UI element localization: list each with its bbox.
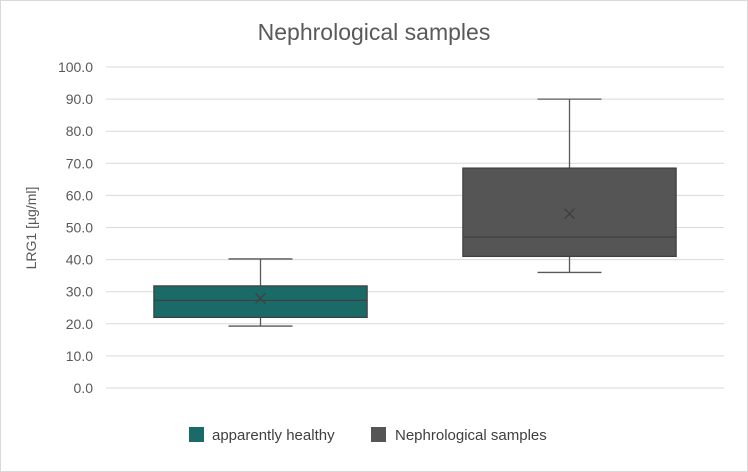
iqr-box [462, 167, 677, 258]
legend-swatch [189, 427, 204, 442]
y-tick-label: 40.0 [66, 252, 93, 268]
y-tick-label: 50.0 [66, 220, 93, 236]
y-tick-label: 60.0 [66, 187, 93, 203]
boxes [153, 98, 677, 327]
y-tick-label: 90.0 [66, 91, 93, 107]
y-tick-label: 100.0 [58, 59, 93, 75]
y-tick-label: 80.0 [66, 123, 93, 139]
iqr-box [153, 285, 368, 319]
box-nephrological-samples [462, 98, 677, 274]
mean-marker [564, 208, 575, 220]
y-axis-label: LRG1 [µg/ml] [23, 187, 39, 270]
legend-label: Nephrological samples [395, 427, 547, 444]
y-tick-label: 20.0 [66, 316, 93, 332]
y-tick-label: 30.0 [66, 284, 93, 300]
chart-title: Nephrological samples [258, 19, 491, 45]
y-tick-label: 0.0 [74, 380, 94, 396]
gridlines [106, 66, 724, 389]
y-tick-label: 70.0 [66, 155, 93, 171]
legend-swatch [371, 427, 386, 442]
legend-label: apparently healthy [212, 427, 335, 444]
legend: apparently healthy Nephrological samples [189, 427, 547, 444]
y-tick-label: 10.0 [66, 348, 93, 364]
legend-item: Nephrological samples [371, 427, 547, 444]
legend-item: apparently healthy [189, 427, 335, 444]
box-apparently-healthy [153, 258, 368, 327]
y-axis-ticks: 0.0 10.0 20.0 30.0 40.0 50.0 60.0 70.0 80.0 90.0 1… [58, 59, 93, 396]
mean-marker [255, 292, 266, 304]
